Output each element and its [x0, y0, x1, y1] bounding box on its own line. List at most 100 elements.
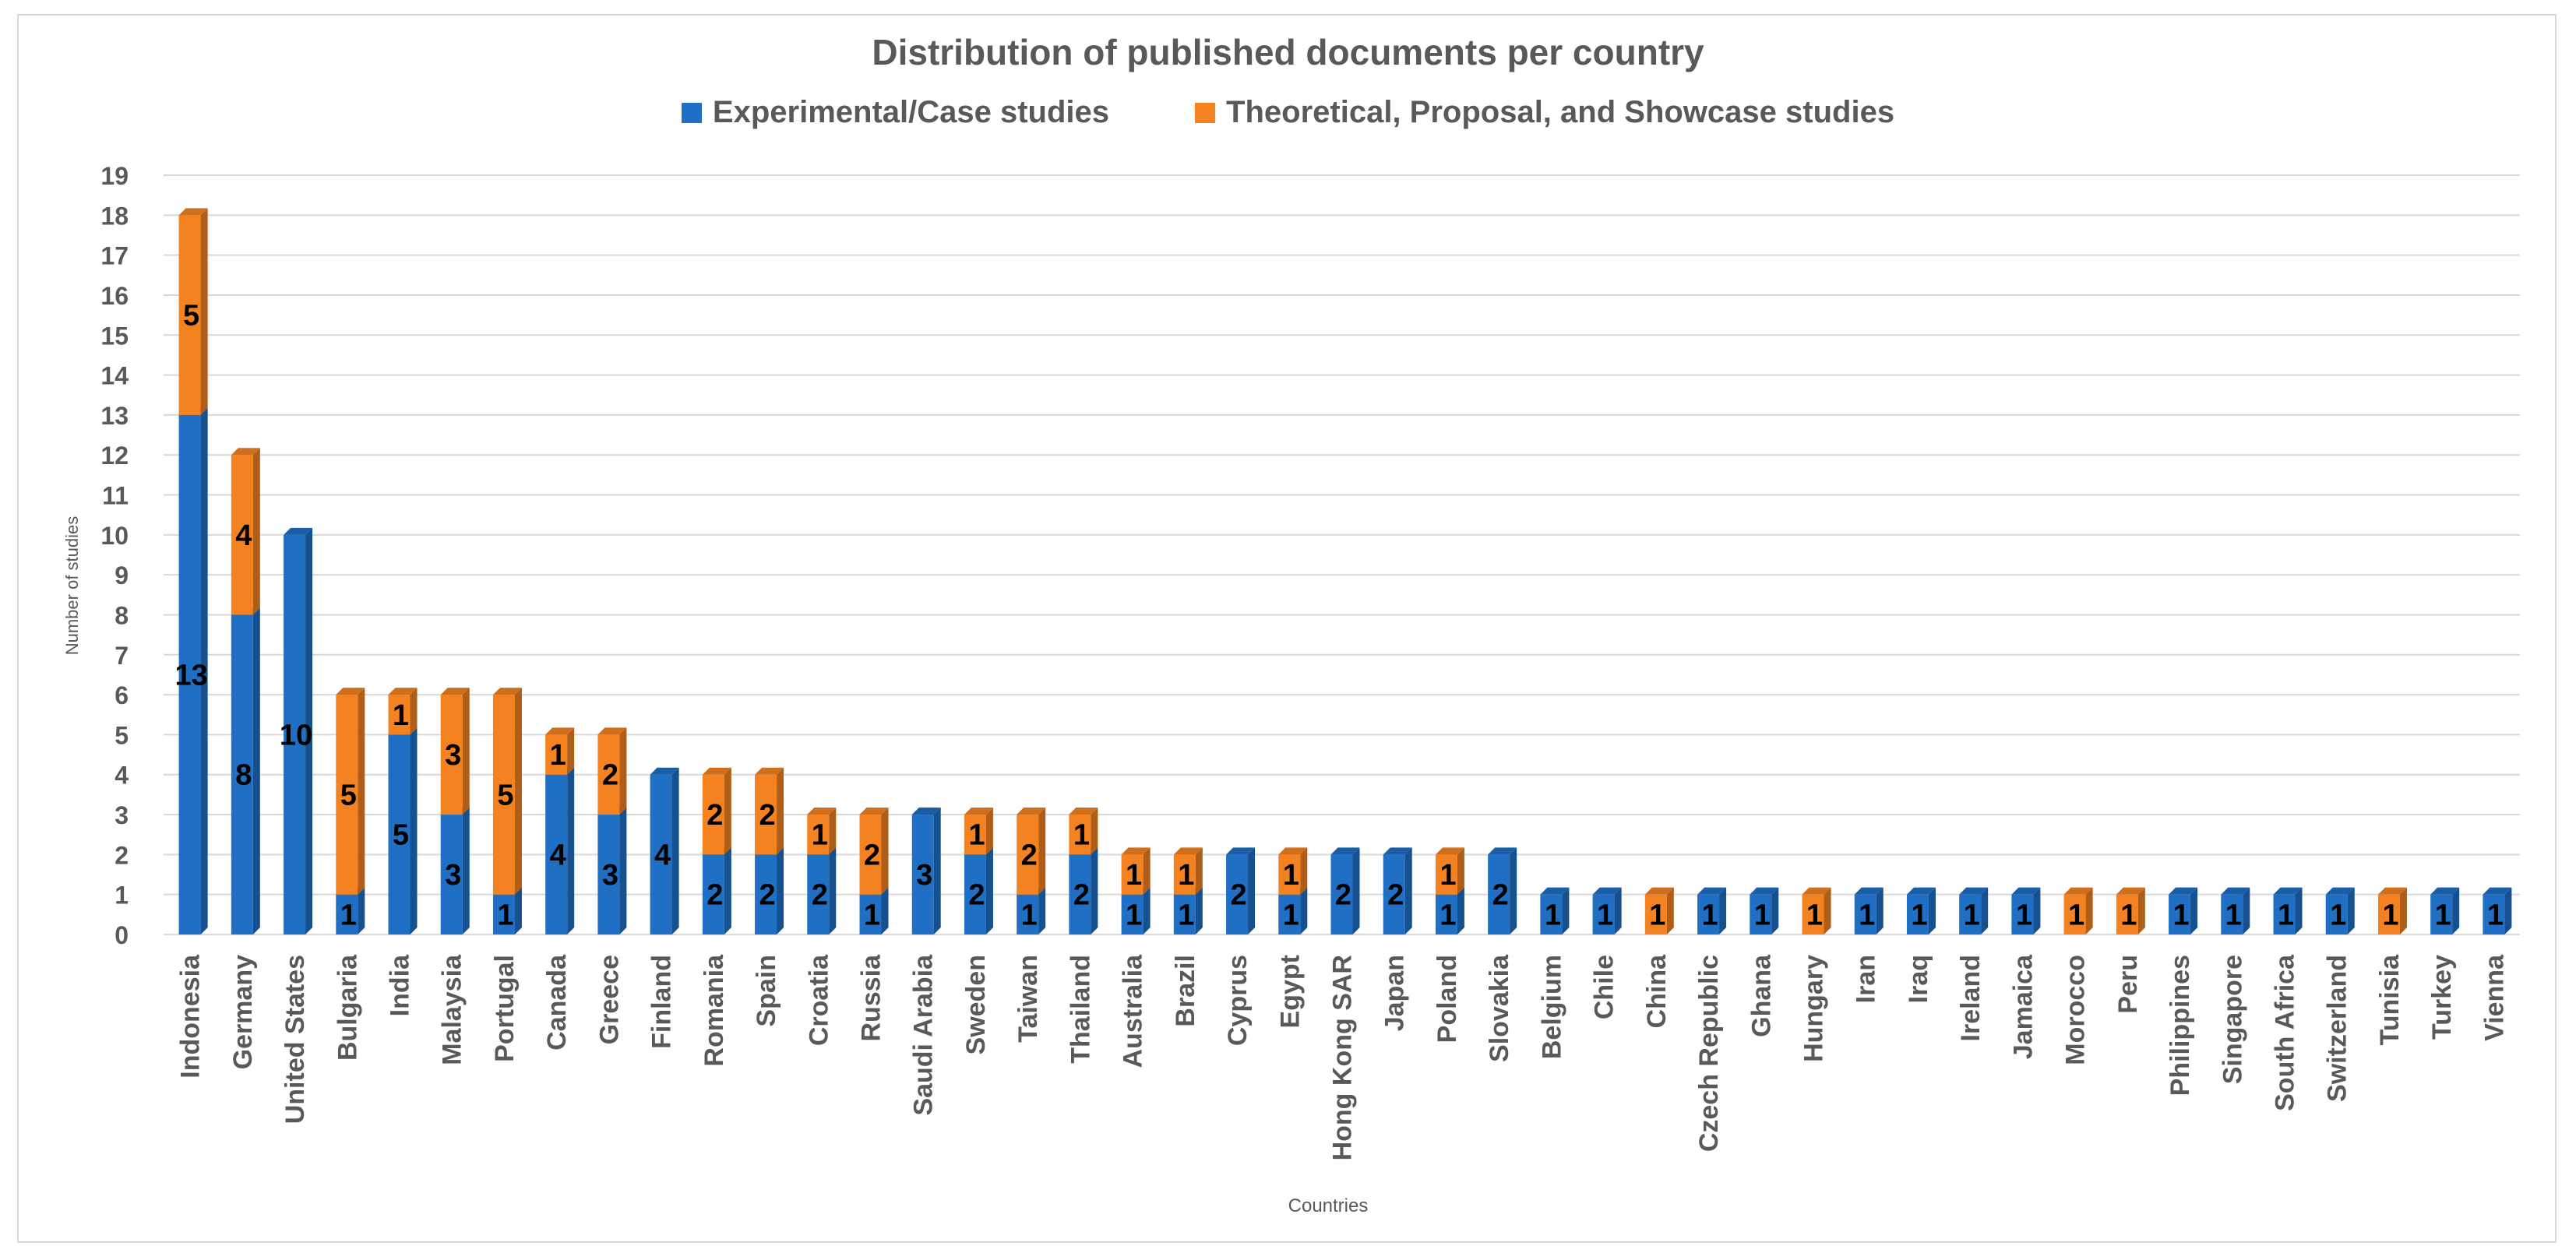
y-tick-label: 8 — [115, 601, 129, 629]
x-tick-label: Czech Republic — [1694, 955, 1724, 1152]
bar-segment-theoretical — [1802, 887, 1831, 934]
data-label: 1 — [1911, 899, 1927, 931]
bar-segment-theoretical — [231, 448, 260, 615]
data-label: 1 — [1073, 819, 1090, 852]
bar-segment-theoretical — [2063, 887, 2093, 934]
x-tick-label: Hong Kong SAR — [1328, 955, 1358, 1160]
chart-title: Distribution of published documents per … — [872, 32, 1704, 72]
data-label: 5 — [183, 300, 199, 333]
bar-segment-experimental — [1959, 887, 1989, 934]
data-label: 1 — [2120, 899, 2137, 931]
data-label: 2 — [864, 839, 880, 871]
bar-segment-experimental — [178, 407, 208, 934]
x-tick-label: Tunisia — [2375, 954, 2405, 1046]
data-label: 5 — [393, 819, 409, 852]
x-tick-label: Portugal — [490, 955, 520, 1062]
x-tick-label: Indonesia — [176, 954, 206, 1079]
x-tick-label: Thailand — [1066, 955, 1095, 1064]
data-label: 2 — [968, 879, 985, 912]
bar-segment-theoretical — [1069, 808, 1098, 855]
data-label: 8 — [235, 759, 252, 792]
bar-segment-experimental — [911, 808, 941, 934]
bar-segment-experimental — [2273, 887, 2303, 934]
x-tick-label: Peru — [2113, 955, 2143, 1014]
data-label: 2 — [1492, 879, 1509, 912]
data-label: 1 — [968, 819, 985, 852]
x-tick-label: China — [1642, 954, 1672, 1029]
data-label: 2 — [759, 879, 775, 912]
y-tick-label: 11 — [102, 482, 129, 510]
y-tick-label: 6 — [115, 681, 129, 709]
y-tick-label: 16 — [100, 282, 129, 310]
bar-segment-experimental — [2169, 887, 2198, 934]
x-tick-label: Egypt — [1275, 955, 1305, 1028]
x-tick-label: Malaysia — [438, 954, 467, 1065]
data-label: 2 — [602, 759, 618, 792]
bar-segment-theoretical — [755, 767, 784, 855]
data-label: 1 — [1283, 859, 1299, 892]
x-tick-label: Cyprus — [1223, 955, 1253, 1046]
legend-item-experimental: Experimental/Case studies — [681, 95, 1109, 130]
y-tick-label: 1 — [115, 882, 129, 910]
bar-segment-experimental — [1488, 847, 1517, 934]
data-label: 2 — [812, 879, 828, 912]
legend-swatch-theoretical — [1195, 102, 1216, 123]
x-tick-label: Slovakia — [1485, 954, 1514, 1062]
data-label: 1 — [2435, 899, 2451, 931]
data-label: 1 — [1859, 899, 1875, 931]
data-label: 1 — [2382, 899, 2398, 931]
y-tick-label: 14 — [100, 362, 129, 390]
x-tick-label: Jamaica — [2008, 954, 2038, 1059]
x-tick-label: Morocco — [2061, 955, 2091, 1065]
data-label: 1 — [2016, 899, 2032, 931]
y-tick-label: 4 — [115, 762, 129, 790]
data-label: 2 — [707, 879, 723, 912]
x-tick-label: South Africa — [2271, 954, 2300, 1111]
bar-segment-theoretical — [1017, 808, 1046, 895]
bar-segment-theoretical — [545, 727, 575, 775]
data-label: 2 — [1021, 839, 1038, 871]
data-label: 2 — [1387, 879, 1404, 912]
x-axis-ticks: Indonesia Germany United States Bulgaria Ind… — [176, 954, 2510, 1160]
legend: Experimental/Case studies Theoretical, P… — [0, 95, 2576, 130]
bar-segment-theoretical — [1121, 847, 1151, 895]
bar-segment-theoretical — [597, 727, 627, 815]
x-tick-label: Australia — [1119, 954, 1148, 1068]
x-tick-label: Japan — [1380, 955, 1410, 1031]
data-label: 2 — [759, 799, 775, 832]
data-label: 1 — [2173, 899, 2189, 931]
data-label: 1 — [1126, 859, 1142, 892]
data-label: 1 — [1283, 899, 1299, 931]
y-tick-label: 15 — [100, 322, 129, 350]
bar-segment-theoretical — [440, 688, 470, 815]
bar-segment-theoretical — [388, 688, 418, 735]
data-label: 1 — [497, 899, 513, 931]
data-label: 5 — [340, 779, 357, 811]
x-tick-label: Canada — [542, 954, 572, 1051]
data-label: 4 — [654, 839, 671, 871]
bar-segment-experimental — [1750, 887, 1779, 934]
x-tick-label: Sweden — [961, 955, 991, 1054]
bar-segment-experimental — [2011, 887, 2041, 934]
data-label: 2 — [1073, 879, 1090, 912]
x-tick-label: Singapore — [2218, 955, 2247, 1084]
y-tick-label: 10 — [100, 522, 129, 550]
legend-label-theoretical: Theoretical, Proposal, and Showcase stud… — [1226, 95, 1895, 129]
bar-segment-theoretical — [1173, 847, 1203, 895]
x-tick-label: Croatia — [804, 954, 833, 1046]
bar-segment-experimental — [1330, 847, 1360, 934]
bar-segment-experimental — [2483, 887, 2512, 934]
data-label: 1 — [1440, 899, 1456, 931]
bar-segment-experimental — [1697, 887, 1727, 934]
bar-segment-theoretical — [336, 688, 365, 895]
data-label: 1 — [2068, 899, 2084, 931]
data-label: 1 — [1545, 899, 1561, 931]
y-tick-label: 9 — [115, 561, 129, 590]
y-tick-label: 0 — [115, 921, 129, 949]
data-label: 1 — [1754, 899, 1771, 931]
data-label: 1 — [1440, 859, 1456, 892]
bar-segment-theoretical — [964, 808, 993, 855]
legend-item-theoretical: Theoretical, Proposal, and Showcase stud… — [1195, 95, 1894, 130]
